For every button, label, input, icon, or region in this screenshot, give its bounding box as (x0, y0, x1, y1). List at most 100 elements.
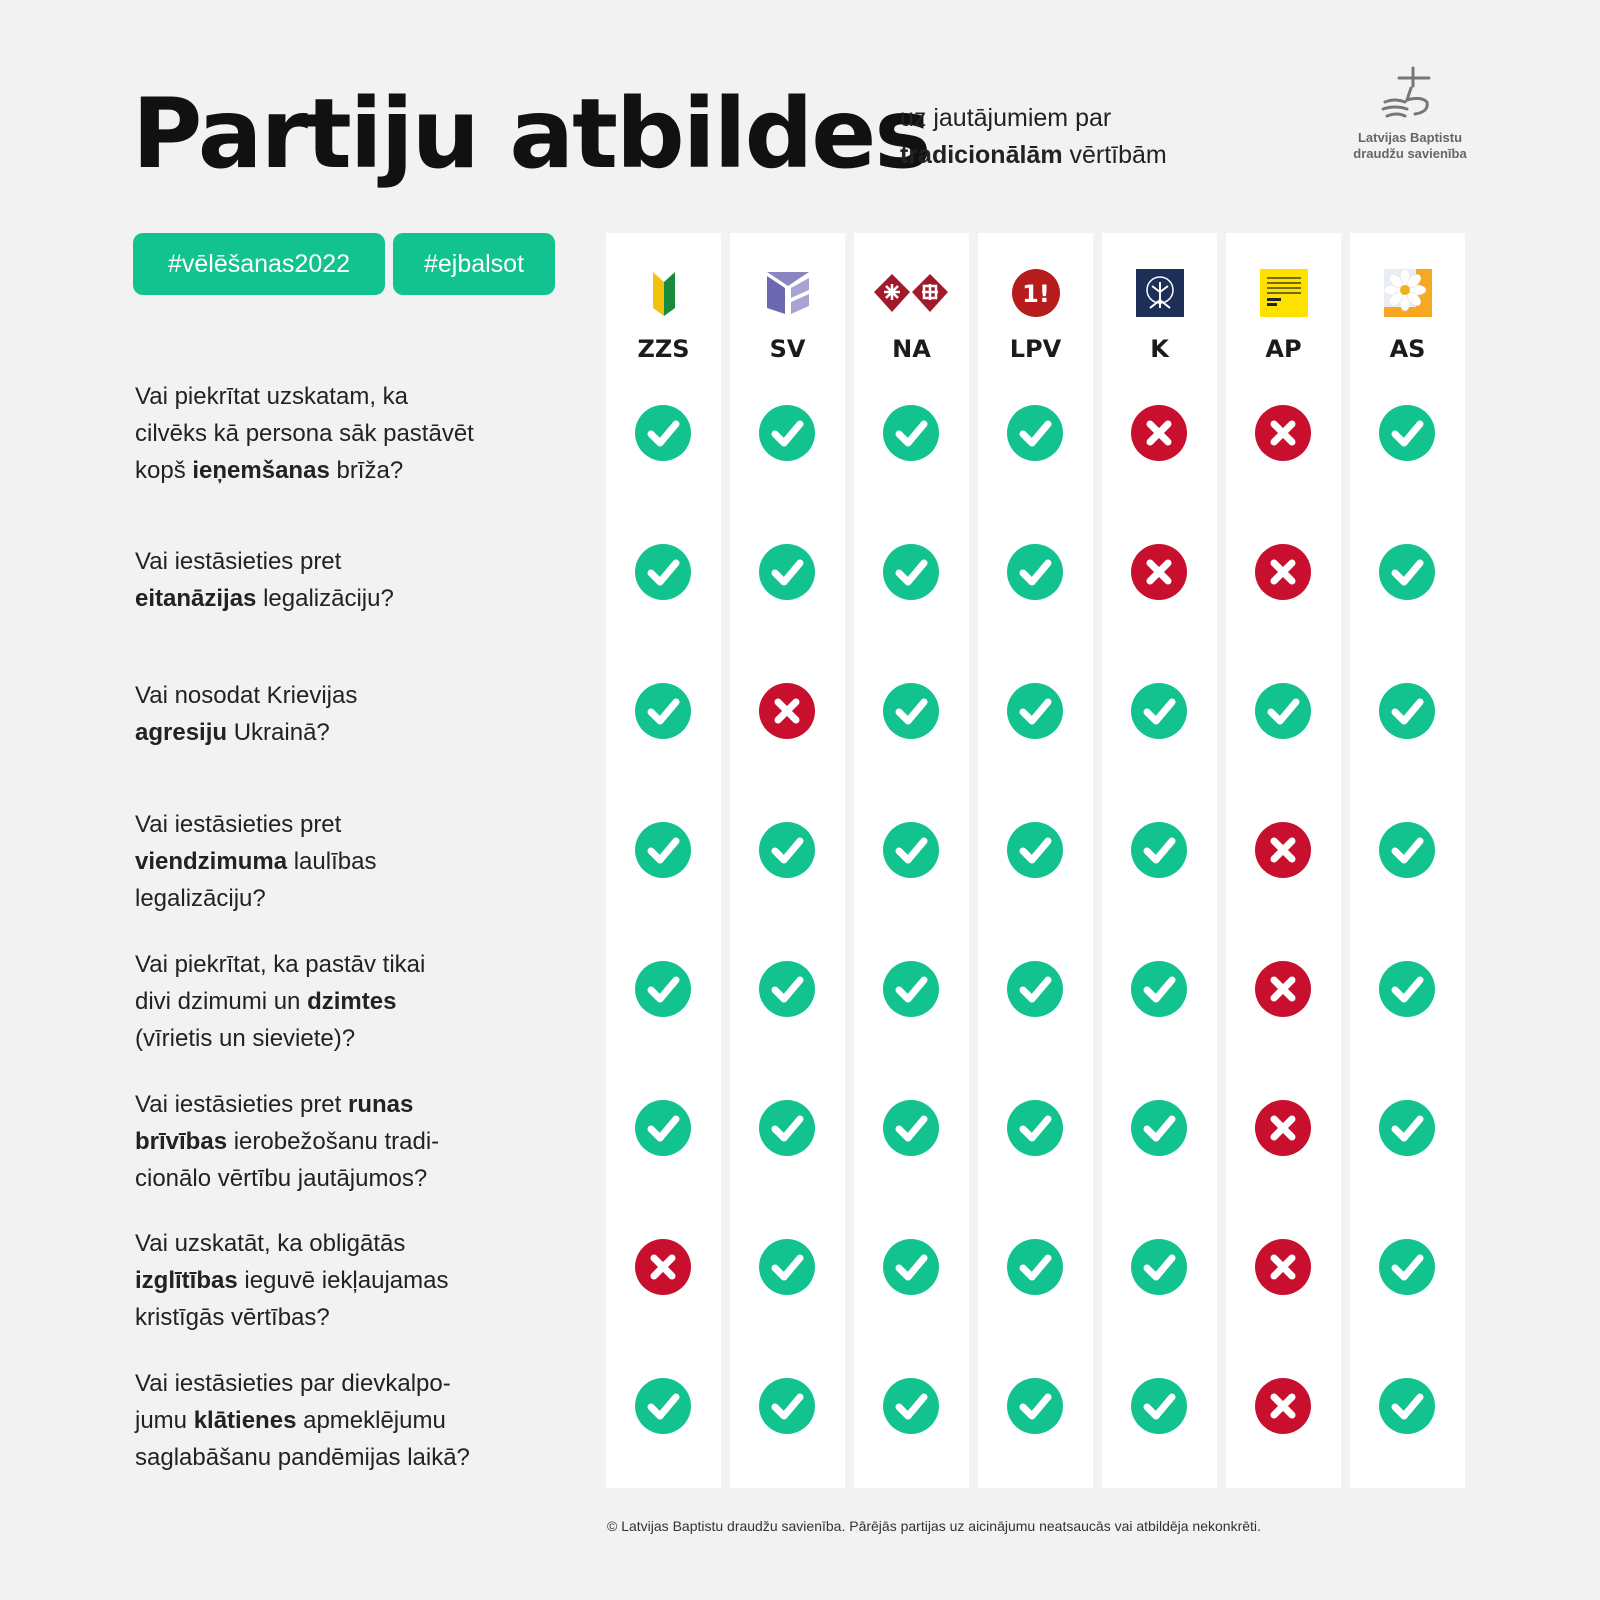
question-keyword: ieņemšanas (192, 457, 330, 484)
question-line: Vai iestāsieties pret (135, 806, 575, 843)
question-text: laulības (287, 848, 377, 875)
question-7: Vai uzskatāt, ka obligātās izglītības ieg… (135, 1225, 575, 1336)
question-text: kristīgās vērtības? (135, 1304, 330, 1331)
question-keyword: brīvības (135, 1128, 228, 1155)
cross-icon (759, 683, 815, 739)
cross-icon (1255, 1378, 1311, 1434)
question-keyword: izglītības (135, 1267, 238, 1294)
question-text: Vai iestāsieties pret (135, 811, 342, 838)
question-line: brīvības ierobežošanu tradi- (135, 1123, 575, 1160)
party-name: NA (892, 335, 931, 363)
question-line: cionālo vērtību jautājumos? (135, 1160, 575, 1197)
question-line: Vai piekrītat uzskatam, ka (135, 378, 575, 415)
na-logo-icon (872, 268, 952, 318)
question-line: Vai iestāsieties par dievkalpo- (135, 1365, 575, 1402)
cross-icon (1255, 1100, 1311, 1156)
check-icon (759, 1378, 815, 1434)
check-icon (635, 683, 691, 739)
check-icon (759, 405, 815, 461)
question-text: divi dzimumi un (135, 988, 308, 1015)
question-line: (vīrietis un sieviete)? (135, 1020, 575, 1057)
question-line: eitanāzijas legalizāciju? (135, 580, 575, 617)
check-icon (1131, 1239, 1187, 1295)
check-icon (759, 961, 815, 1017)
question-2: Vai iestāsieties pret eitanāzijas legaliz… (135, 543, 575, 617)
cross-icon (1255, 1239, 1311, 1295)
subtitle-line2: tradicionālām vērtībām (900, 137, 1167, 174)
check-icon (1007, 544, 1063, 600)
question-5: Vai piekrītat, ka pastāv tikai divi dzimu… (135, 946, 575, 1057)
question-keyword: eitanāzijas (135, 585, 257, 612)
question-text: cilvēks kā persona sāk pastāvēt (135, 420, 474, 447)
check-icon (1131, 961, 1187, 1017)
question-text: legalizāciju? (256, 585, 394, 612)
check-icon (1379, 1100, 1435, 1156)
subtitle-rest: vērtībām (1062, 141, 1167, 169)
check-icon (883, 1378, 939, 1434)
question-line: divi dzimumi un dzimtes (135, 983, 575, 1020)
question-text: legalizāciju? (135, 885, 266, 912)
question-keyword: klātienes (193, 1407, 297, 1434)
check-icon (1379, 544, 1435, 600)
check-icon (635, 405, 691, 461)
question-keyword: runas (348, 1091, 414, 1118)
party-name: SV (769, 335, 806, 363)
subtitle-bold: tradicionālām (900, 141, 1063, 169)
question-8: Vai iestāsieties par dievkalpo-jumu klāt… (135, 1365, 575, 1476)
check-icon (1007, 961, 1063, 1017)
check-icon (1379, 822, 1435, 878)
svg-text:1!: 1! (1022, 280, 1050, 308)
question-keyword: dzimtes (307, 988, 397, 1015)
question-text: Vai nosodat Krievijas (135, 682, 358, 709)
check-icon (635, 1100, 691, 1156)
question-line: Vai uzskatāt, ka obligātās (135, 1225, 575, 1262)
check-icon (883, 683, 939, 739)
question-line: viendzimuma laulības (135, 843, 575, 880)
question-line: Vai iestāsieties pret (135, 543, 575, 580)
question-text: Vai piekrītat, ka pastāv tikai (135, 951, 426, 978)
check-icon (635, 544, 691, 600)
footer-note: © Latvijas Baptistu draudžu savienība. P… (607, 1518, 1261, 1534)
check-icon (883, 961, 939, 1017)
logo-line2: draudžu savienība (1353, 146, 1467, 161)
check-icon (1255, 683, 1311, 739)
question-text: (vīrietis un sieviete)? (135, 1025, 356, 1052)
question-line: izglītības ieguvē iekļaujamas (135, 1262, 575, 1299)
question-text: Vai iestāsieties pret (135, 1091, 348, 1118)
lpv-logo-icon: 1! (1011, 268, 1061, 318)
check-icon (1131, 822, 1187, 878)
question-line: kopš ieņemšanas brīža? (135, 452, 575, 489)
check-icon (1379, 405, 1435, 461)
cross-icon (1131, 544, 1187, 600)
check-icon (1007, 1239, 1063, 1295)
check-icon (1379, 1378, 1435, 1434)
check-icon (1007, 1100, 1063, 1156)
hashtag-elections: #vēlēšanas2022 (133, 233, 385, 295)
baptist-union-icon (1381, 66, 1431, 118)
party-name: ZZS (637, 335, 690, 363)
check-icon (1007, 1378, 1063, 1434)
check-icon (635, 961, 691, 1017)
question-line: jumu klātienes apmeklējumu (135, 1402, 575, 1439)
check-icon (883, 822, 939, 878)
organization-logo: Latvijas Baptistu draudžu savienība (1340, 64, 1480, 162)
check-icon (635, 1378, 691, 1434)
check-icon (1007, 822, 1063, 878)
subtitle-line1: uz jautājumiem par (900, 104, 1112, 132)
check-icon (1379, 1239, 1435, 1295)
check-icon (1007, 683, 1063, 739)
check-icon (883, 1239, 939, 1295)
as-logo-icon (1383, 268, 1433, 318)
question-line: saglabāšanu pandēmijas laikā? (135, 1439, 575, 1476)
question-4: Vai iestāsieties pret viendzimuma laulība… (135, 806, 575, 917)
question-text: cionālo vērtību jautājumos? (135, 1165, 428, 1192)
check-icon (1379, 683, 1435, 739)
check-icon (883, 405, 939, 461)
question-text: ierobežošanu tradi- (227, 1128, 440, 1155)
question-text: apmeklējumu (296, 1407, 446, 1434)
sv-logo-icon (763, 268, 813, 318)
check-icon (1131, 683, 1187, 739)
question-line: Vai iestāsieties pret runas (135, 1086, 575, 1123)
question-keyword: viendzimuma (135, 848, 288, 875)
question-text: brīža? (329, 457, 404, 484)
